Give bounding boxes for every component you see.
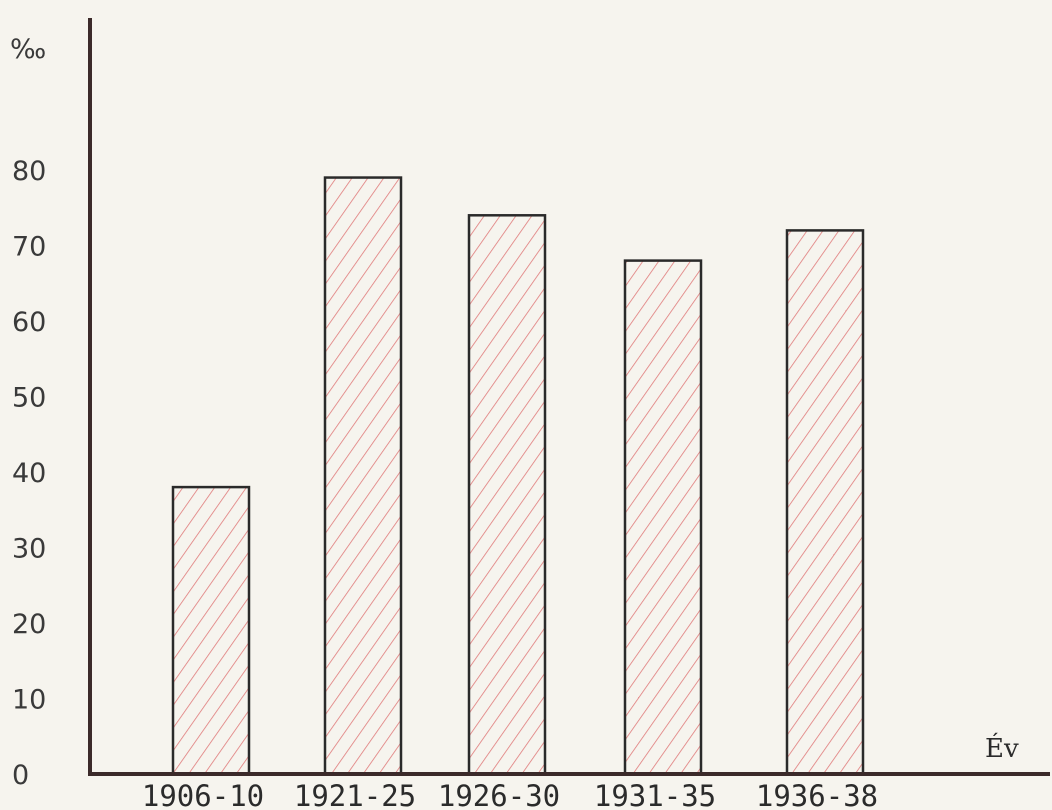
- category-labels: 1906-10 1921-25 1926-30 1931-35 1936-38: [142, 779, 878, 810]
- bar-1921-25: [323, 176, 403, 776]
- y-tick-label: 20: [12, 609, 46, 640]
- y-tick-label: 80: [12, 156, 46, 187]
- y-tick-label: 40: [12, 458, 46, 489]
- bar-1931-35: [623, 259, 703, 776]
- category-label: 1936-38: [756, 779, 878, 810]
- y-tick-label: 60: [12, 307, 46, 338]
- y-tick-label: 70: [12, 232, 46, 263]
- bar-1926-30: [467, 214, 547, 776]
- bar-1906-10: [171, 485, 251, 776]
- category-label: 1906-10: [142, 779, 264, 810]
- y-tick-label: 10: [12, 685, 46, 716]
- bars: [171, 176, 865, 776]
- bar-1936-38: [785, 229, 865, 776]
- y-axis-label: ‰: [10, 34, 46, 65]
- category-label: 1931-35: [594, 779, 716, 810]
- y-tick-label: 30: [12, 534, 46, 565]
- y-tick-label: 50: [12, 383, 46, 414]
- x-axis-label: Év: [985, 732, 1019, 764]
- category-label: 1921-25: [294, 779, 416, 810]
- y-tick-label: 0: [12, 760, 29, 791]
- y-tick-labels: 0 10 20 30 40 50 60 70 80: [12, 156, 46, 791]
- category-label: 1926-30: [438, 779, 560, 810]
